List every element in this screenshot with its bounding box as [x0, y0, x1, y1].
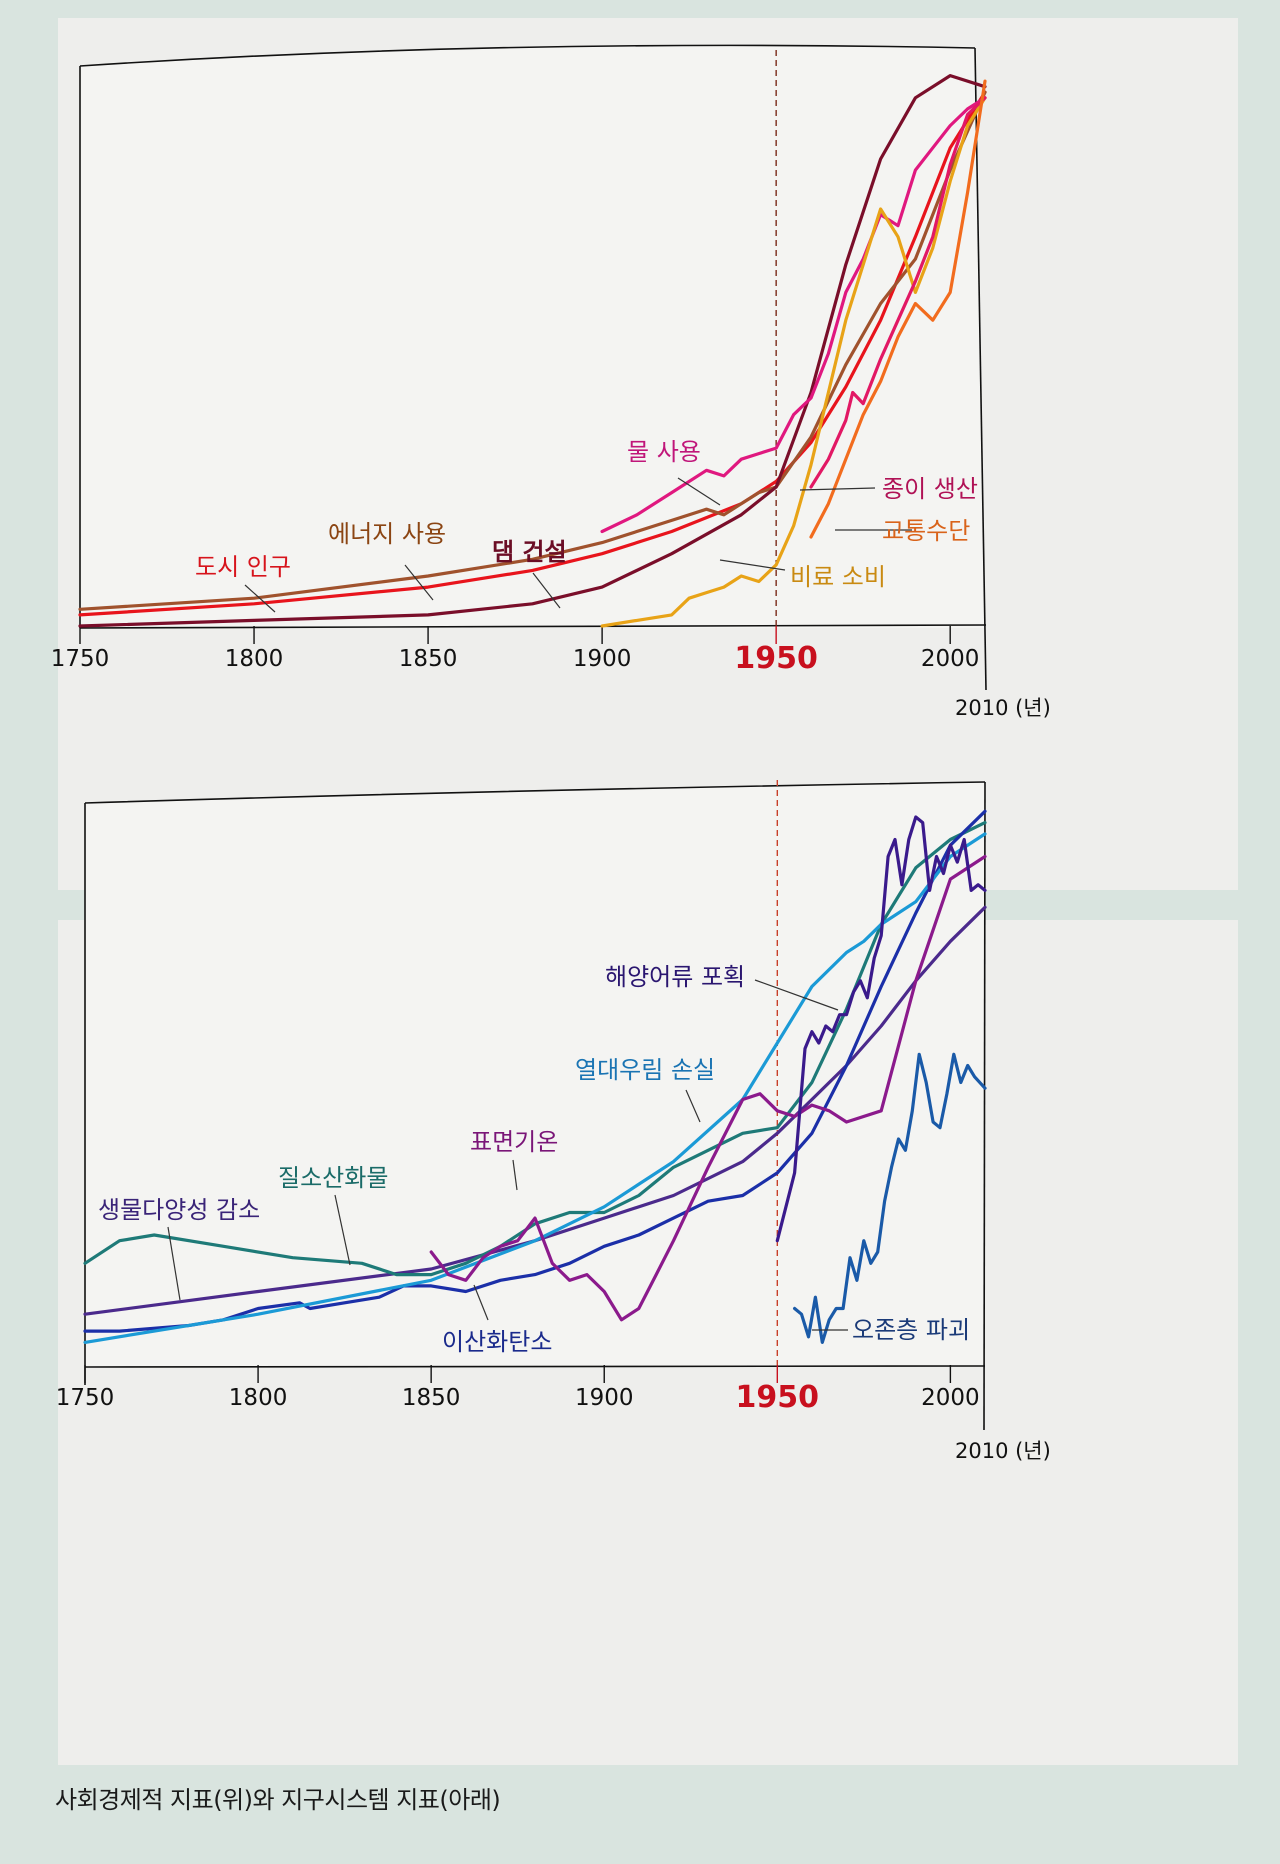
leader-nitrous: [334, 1194, 351, 1266]
leader-paper: [799, 487, 876, 491]
series-line-4: [429, 854, 987, 1322]
plot-frame-right: [974, 47, 987, 691]
annotation-leaders: [244, 477, 912, 613]
x-tick-label-2000: 2000: [921, 646, 980, 672]
series-line-2: [78, 74, 987, 628]
label-ozone-depletion: 오존층 파괴: [852, 1316, 970, 1344]
x-tick-label-1850: 1850: [399, 646, 458, 672]
x-tick-label-1950: 1950: [734, 641, 818, 676]
series-line-3: [83, 832, 987, 1344]
x-unit-label: 2010 (년): [955, 1439, 1051, 1463]
series-line-5: [775, 815, 987, 1243]
leader-temperature: [512, 1159, 518, 1191]
x-axis: [79, 624, 987, 629]
leader-urban: [244, 584, 276, 613]
earth-system-chart: 해양어류 포획 열대우림 손실 표면기온 질소산화물 생물다양성 감소 이산화탄…: [56, 780, 1051, 1463]
leader-water: [677, 477, 721, 506]
plot-frame-top: [79, 44, 976, 67]
x-tick-label-2000: 2000: [921, 1385, 980, 1411]
socioeconomic-chart: 물 사용 에너지 사용 도시 인구 댐 건설 종이 생산 교통수단 비료 소비 …: [51, 44, 1051, 720]
series-line-3: [600, 96, 987, 534]
leader-fertilizer: [719, 559, 786, 571]
label-carbon-dioxide: 이산화탄소: [442, 1328, 552, 1356]
series-line-6: [809, 79, 987, 539]
label-surface-temperature: 표면기온: [470, 1128, 558, 1156]
label-dam-construction: 댐 건설: [492, 538, 567, 566]
x-unit-label: 2010 (년): [955, 696, 1051, 720]
x-tick-label-1750: 1750: [51, 646, 110, 672]
label-marine-fish-capture: 해양어류 포획: [605, 963, 745, 991]
plot-area: [80, 45, 985, 629]
leader-rainforest: [685, 1089, 701, 1123]
x-tick-label-1750: 1750: [56, 1385, 115, 1411]
leader-energy: [404, 564, 434, 601]
leader-biodiversity: [167, 1226, 181, 1301]
figure-caption: 사회경제적 지표(위)와 지구시스템 지표(아래): [55, 1786, 501, 1814]
label-paper-production: 종이 생산: [882, 475, 978, 503]
plot-frame-top: [84, 781, 986, 804]
x-tick-label-1900: 1900: [575, 1385, 634, 1411]
x-tick-label-1900: 1900: [573, 646, 632, 672]
x-tick-label-1800: 1800: [225, 646, 284, 672]
label-tropical-forest-loss: 열대우림 손실: [575, 1056, 715, 1084]
leader-dam: [532, 572, 561, 609]
leader-co2: [473, 1284, 489, 1321]
x-tick-label-1850: 1850: [402, 1385, 461, 1411]
series-line-2: [83, 809, 987, 1333]
series-line-4: [600, 96, 987, 628]
label-transportation: 교통수단: [882, 517, 970, 545]
plot-area: [85, 782, 985, 1367]
series-line-5: [809, 96, 987, 489]
annotation-leaders: [167, 979, 848, 1331]
label-water-use: 물 사용: [627, 438, 701, 466]
label-energy-use: 에너지 사용: [328, 520, 446, 548]
label-biodiversity-loss: 생물다양성 감소: [98, 1196, 260, 1224]
series-line-6: [793, 1052, 987, 1344]
x-tick-label-1800: 1800: [229, 1385, 288, 1411]
series-line-1: [78, 90, 987, 611]
x-tick-label-1950: 1950: [736, 1380, 820, 1415]
plot-frame-right: [983, 781, 986, 1431]
series-line-0: [83, 905, 987, 1316]
x-axis: [84, 1365, 986, 1368]
label-urban-population: 도시 인구: [195, 553, 291, 581]
label-fertilizer: 비료 소비: [790, 563, 886, 591]
label-nitrous-oxide: 질소산화물: [278, 1164, 388, 1192]
leader-fishing: [754, 979, 839, 1011]
